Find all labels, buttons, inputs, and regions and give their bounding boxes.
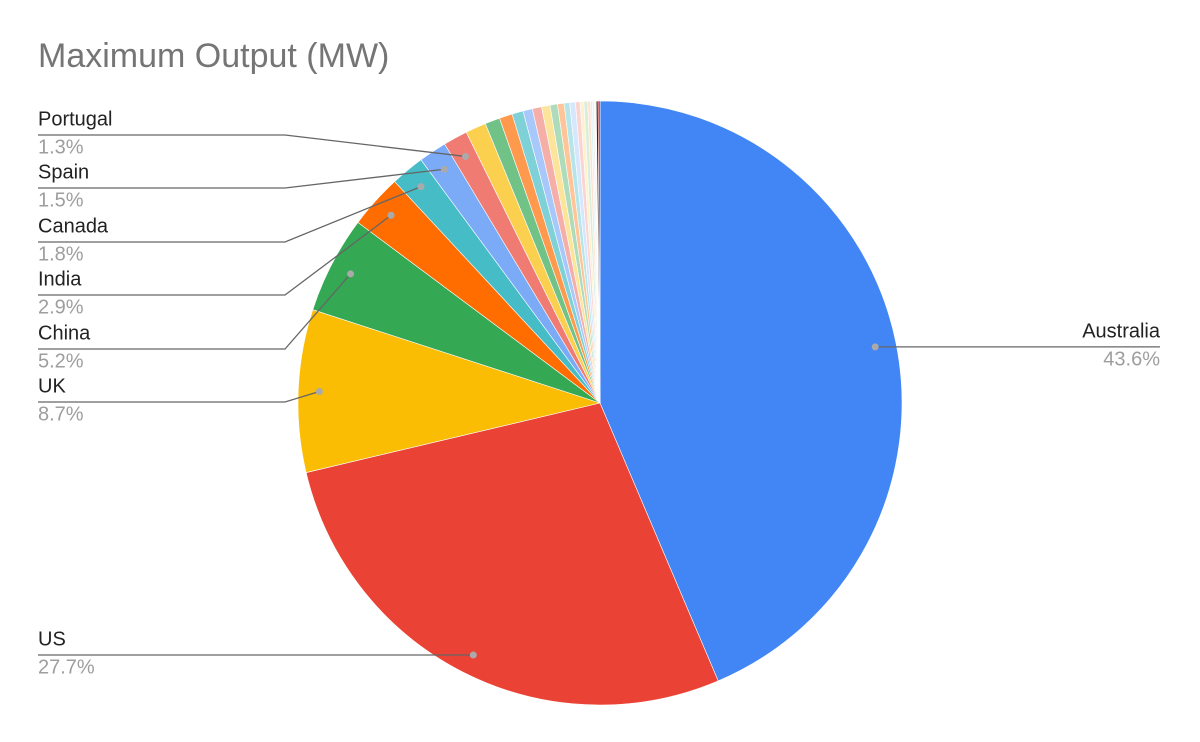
leader-dot: [871, 343, 879, 351]
leader-line: [38, 168, 445, 189]
slice-label: India: [38, 268, 82, 290]
slice-label: Spain: [38, 161, 89, 183]
pie-slice: [305, 402, 719, 706]
leader-dot: [461, 152, 469, 160]
slice-label: UK: [38, 375, 66, 397]
leader-dot: [387, 211, 395, 219]
pie-slice: [597, 100, 601, 404]
leader-line: [38, 185, 422, 243]
slice-value-label: 27.7%: [38, 656, 95, 678]
pie-slice: [297, 309, 602, 473]
slice-value-label: 1.3%: [38, 136, 84, 158]
chart-title: Maximum Output (MW): [38, 37, 389, 75]
leader-dot: [440, 165, 448, 173]
labels: Australia 43.6% US 27.7% UK 8.7% China 5.2% Indi…: [38, 108, 1161, 678]
pie: [297, 100, 903, 706]
slice-value-label: 2.9%: [38, 296, 84, 318]
pie-slice: [599, 100, 903, 682]
slice-label: Canada: [38, 215, 109, 237]
leader-dot: [315, 388, 323, 396]
leader-dot: [417, 183, 425, 191]
slice-value-label: 1.5%: [38, 189, 84, 211]
leader-line: [38, 134, 466, 158]
leader-dot: [469, 651, 477, 659]
slice-label: China: [38, 322, 91, 344]
slice-value-label: 1.8%: [38, 243, 84, 265]
leader-line: [38, 214, 392, 296]
leader-line: [38, 273, 352, 350]
slice-label: US: [38, 628, 66, 650]
slice-value-label: 43.6%: [1103, 348, 1160, 370]
leader-dot: [347, 270, 355, 278]
slice-value-label: 8.7%: [38, 403, 84, 425]
slice-label: Portugal: [38, 108, 113, 130]
leader-line: [38, 390, 320, 403]
slice-label: Australia: [1082, 320, 1161, 342]
slice-value-label: 5.2%: [38, 350, 84, 372]
